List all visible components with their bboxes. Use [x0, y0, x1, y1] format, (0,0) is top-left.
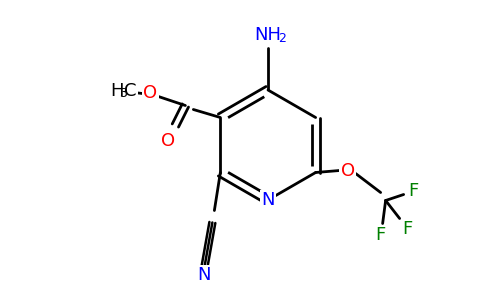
Text: O: O [341, 161, 355, 179]
Text: NH: NH [255, 26, 282, 44]
Text: 2: 2 [278, 32, 286, 46]
Text: F: F [376, 226, 386, 244]
Text: F: F [408, 182, 419, 200]
Text: O: O [143, 85, 157, 103]
Text: N: N [197, 266, 211, 284]
Text: C: C [124, 82, 137, 100]
Text: 3: 3 [120, 87, 127, 100]
Text: H: H [110, 82, 124, 100]
Text: O: O [161, 131, 175, 149]
Text: F: F [403, 220, 413, 238]
Text: N: N [261, 191, 275, 209]
